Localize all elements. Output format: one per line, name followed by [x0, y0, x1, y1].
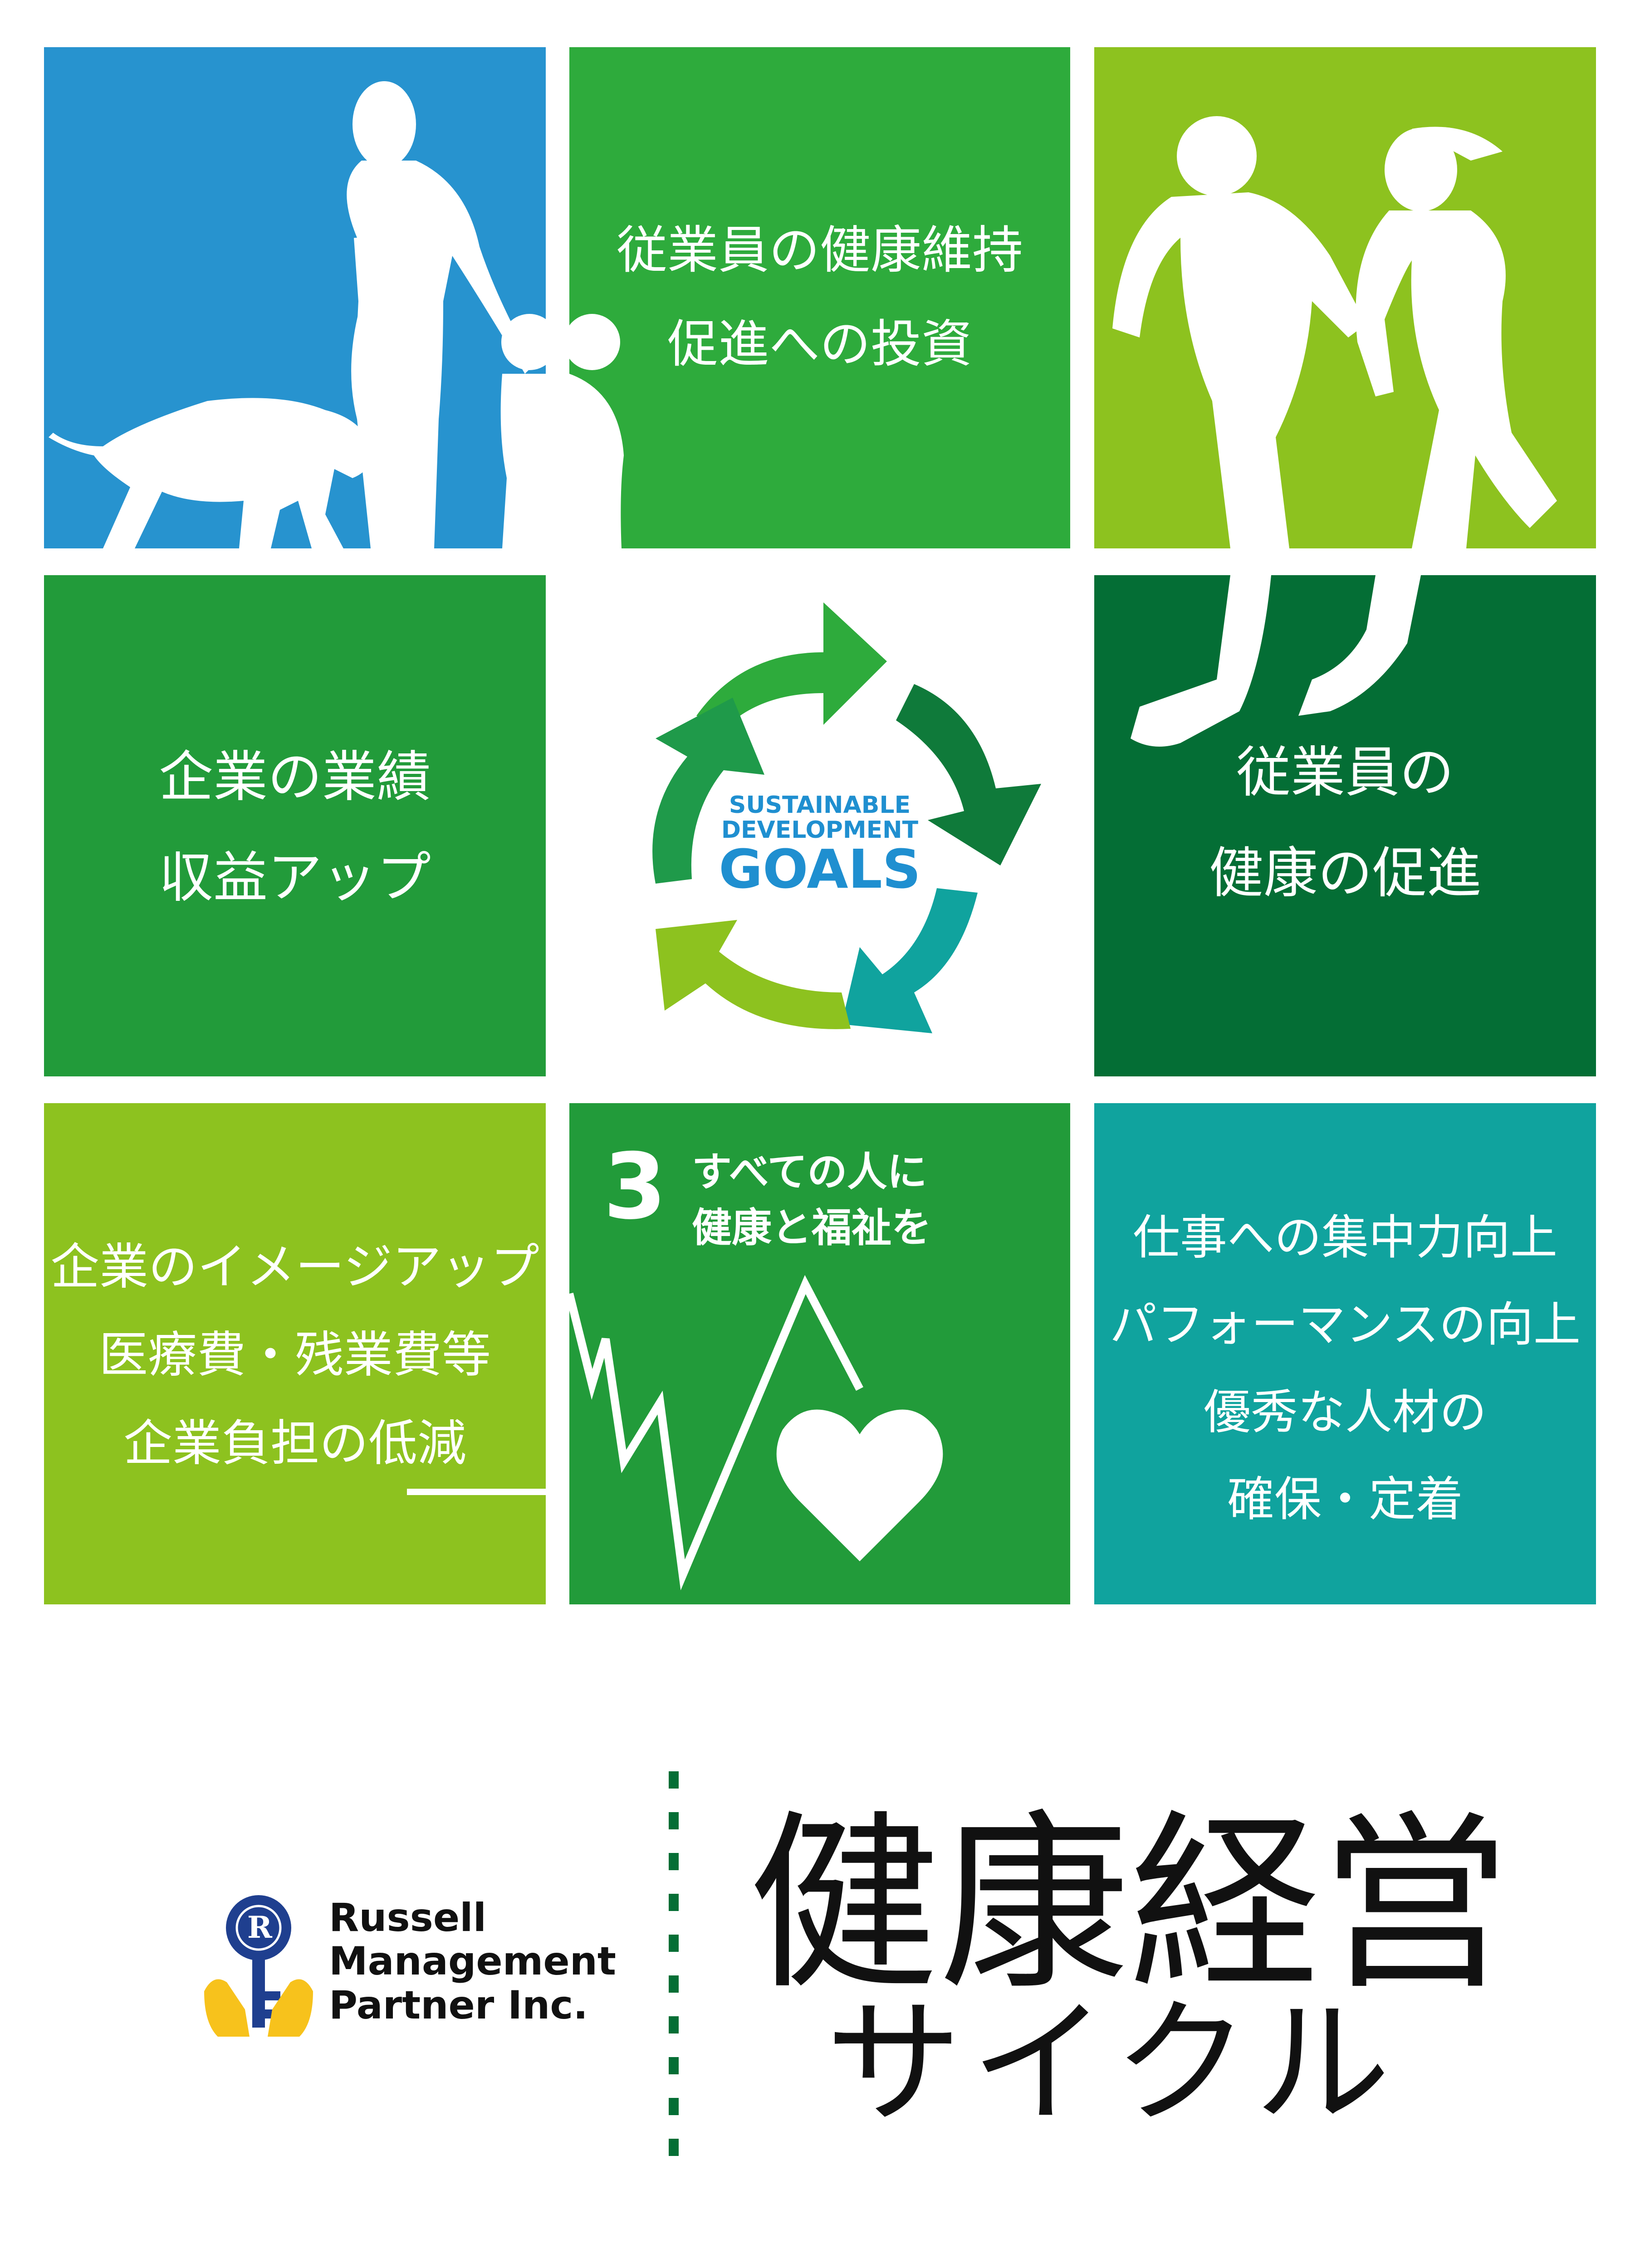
tile-top-right [1094, 47, 1596, 548]
runner-legs-silhouette-icon [1131, 575, 1421, 747]
text-line: 収益アップ [159, 846, 431, 909]
sdg-line3: GOALS [719, 838, 921, 901]
tile-sdg3: 3 すべての人に 健康と福祉を [569, 1103, 1070, 1604]
text-line: 企業の業績 [159, 746, 431, 809]
heartbeat-heart-icon [569, 1275, 943, 1591]
text-line: 企業負担の低減 [123, 1415, 466, 1472]
tile-text-investment: 従業員の健康維持 促進への投資 [569, 204, 1070, 391]
woman-dog-child-silhouette-icon [49, 81, 546, 548]
text-line: 優秀な人材の [1203, 1384, 1487, 1440]
sdg3-number: 3 [603, 1134, 667, 1240]
sdg-line2: DEVELOPMENT [721, 816, 919, 844]
text-line: 健康の促進 [1209, 842, 1481, 905]
company-line3: Partner Inc. [329, 1982, 588, 2028]
tile-bottom-left: 企業のイメージアップ 医療費・残業費等 企業負担の低減 [44, 1103, 546, 1604]
text-line: 従業員の [1236, 741, 1454, 804]
sdg-line1: SUSTAINABLE [729, 792, 911, 819]
runners-silhouette-icon [1112, 116, 1557, 548]
company-line1: Russell [329, 1895, 487, 1941]
text-line: パフォーマンスの向上 [1110, 1297, 1581, 1353]
tile-middle-right: 従業員の 健康の促進 [1094, 575, 1596, 1076]
text-line: 企業のイメージアップ [50, 1239, 539, 1295]
sdg-cycle: SUSTAINABLE DEVELOPMENT GOALS [569, 575, 1070, 1076]
sdg3-line1: すべての人に [692, 1149, 927, 1195]
tile-bottom-right: 仕事への集中力向上 パフォーマンスの向上 優秀な人材の 確保・定着 [1094, 1103, 1596, 1604]
tile-text-performance: 企業の業績 収益アップ [44, 727, 546, 929]
company-name: Russell Management Partner Inc. [329, 1896, 616, 2027]
cycle-arrows-icon [652, 602, 1041, 1033]
tile-top-left [44, 47, 546, 548]
sdg-logo: SUSTAINABLE DEVELOPMENT GOALS [705, 793, 934, 896]
logo-letter: R [247, 1910, 272, 1945]
tile-top-center: 従業員の健康維持 促進への投資 [569, 47, 1070, 548]
sdg3-line2: 健康と福祉を [692, 1204, 932, 1251]
text-line: 従業員の健康維持 [617, 221, 1023, 280]
tile-text-productivity: 仕事への集中力向上 パフォーマンスの向上 優秀な人材の 確保・定着 [1094, 1194, 1596, 1543]
text-line: 医療費・残業費等 [98, 1327, 491, 1384]
title-line1: 健康経営 [749, 1794, 1511, 2016]
text-line: 促進への投資 [667, 315, 972, 374]
sdg3-label: すべての人に 健康と福祉を [692, 1144, 931, 1256]
title-line2: サイクル [826, 1984, 1400, 2143]
dashed-divider [669, 1771, 679, 2180]
heartbeat-line-lead [407, 1489, 546, 1495]
company-logo: R [200, 1892, 318, 2046]
text-line: 仕事への集中力向上 [1132, 1210, 1557, 1265]
tile-text-corporate-image: 企業のイメージアップ 医療費・残業費等 企業負担の低減 [44, 1223, 546, 1488]
key-in-hands-icon [204, 1895, 313, 2037]
text-line: 確保・定着 [1227, 1471, 1463, 1527]
child-silhouette-icon [569, 314, 624, 548]
company-line2: Management [329, 1939, 617, 1984]
tile-text-health-promotion: 従業員の 健康の促進 [1094, 723, 1596, 924]
tile-middle-left: 企業の業績 収益アップ [44, 575, 546, 1076]
